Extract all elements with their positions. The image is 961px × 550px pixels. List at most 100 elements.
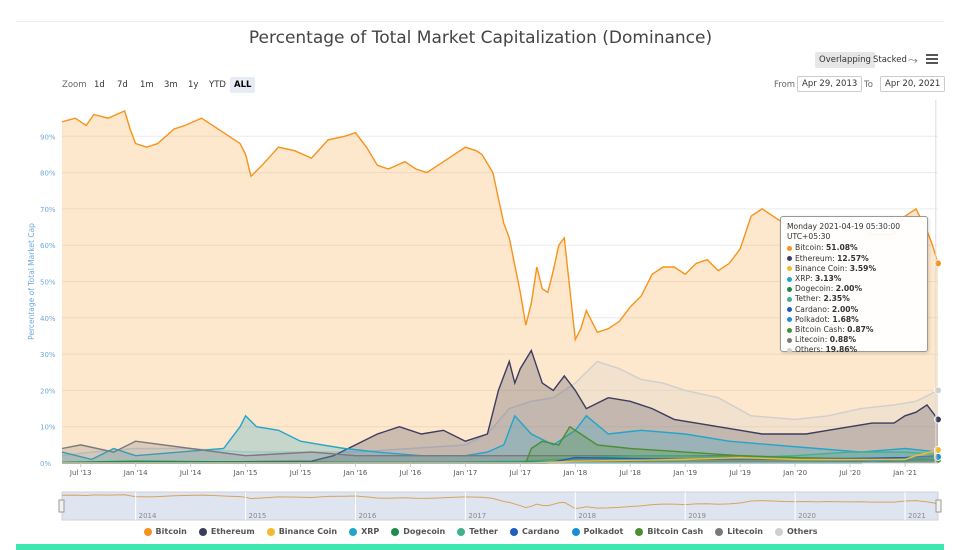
legend-label: XRP: [361, 527, 380, 536]
navigator-year-label: 2020: [798, 512, 816, 520]
y-tick-label: 0%: [40, 460, 51, 468]
hamburger-menu-icon[interactable]: [926, 54, 938, 64]
tooltip-series-name: Litecoin:: [795, 335, 830, 345]
from-label: From: [774, 80, 796, 90]
x-tick-label: Jan '17: [452, 469, 477, 477]
tooltip-row: Others: 19.86%: [787, 345, 921, 355]
series-dot-icon: [787, 337, 792, 343]
legend-item-dogecoin[interactable]: Dogecoin: [391, 527, 445, 536]
tooltip-row: Tether: 2.35%: [787, 294, 921, 304]
legend-item-polkadot[interactable]: Polkadot: [571, 527, 624, 536]
navigator-year-label: 2019: [688, 512, 706, 520]
top-divider: [16, 21, 944, 22]
tooltip-series-value: 12.57%: [837, 253, 869, 263]
collapse-icon[interactable]: ⤳: [908, 53, 918, 67]
tooltip-series-name: Bitcoin Cash:: [795, 325, 848, 335]
series-dot-icon: [787, 327, 792, 333]
litecoin-line: [61, 440, 939, 461]
series-dot-icon: [787, 286, 792, 292]
y-tick-label: 30%: [40, 351, 56, 359]
legend-label: Ethereum: [210, 527, 255, 536]
legend-item-litecoin[interactable]: Litecoin: [715, 527, 763, 536]
from-date-input[interactable]: Apr 29, 2013: [797, 76, 863, 92]
zoom-7d-button[interactable]: 7d: [117, 80, 128, 90]
legend-item-cardano[interactable]: Cardano: [509, 527, 560, 536]
x-tick-label: Jul '18: [618, 469, 641, 477]
to-date-input[interactable]: Apr 20, 2021: [880, 76, 946, 92]
series-dot-icon: [787, 307, 792, 313]
tooltip-series-name: Binance Coin:: [795, 263, 850, 273]
legend-swatch-icon: [143, 527, 152, 536]
y-tick-label: 70%: [40, 206, 56, 214]
legend-label: Polkadot: [583, 527, 624, 536]
tooltip-series-name: Ethereum:: [795, 253, 838, 263]
tooltip-row: Litecoin: 0.88%: [787, 335, 921, 345]
legend-item-ethereum[interactable]: Ethereum: [198, 527, 255, 536]
tooltip-series-name: Others:: [795, 345, 826, 355]
tooltip-series-value: 2.00%: [831, 304, 859, 314]
y-axis-title: Percentage of Total Market Cap: [27, 223, 36, 340]
x-tick-label: Jan '19: [672, 469, 697, 477]
zoom-1y-button[interactable]: 1y: [188, 80, 199, 90]
zoom-ytd-button[interactable]: YTD: [209, 80, 226, 90]
legend-label: Cardano: [521, 527, 560, 536]
legend-swatch-icon: [775, 527, 783, 536]
legend: Bitcoin Ethereum Binance Coin XRP Dogecoin Te…: [0, 527, 961, 536]
zoom-1d-button[interactable]: 1d: [94, 80, 105, 90]
legend-item-xrp[interactable]: XRP: [349, 527, 379, 536]
bitcoin-area: [62, 110, 938, 464]
others-line: [61, 360, 939, 457]
tooltip-series-name: Tether:: [795, 294, 824, 304]
x-tick-label: Jul '20: [838, 469, 861, 477]
legend-label: Tether: [469, 527, 498, 536]
x-tick-label: Jul '14: [179, 469, 202, 477]
tooltip-series-name: Dogecoin:: [795, 284, 836, 294]
others-area: [62, 361, 938, 463]
series-dot-icon: [787, 276, 792, 282]
tooltip-series-value: 3.59%: [849, 263, 877, 273]
tooltip-series-value: 2.00%: [835, 284, 863, 294]
y-tick-label: 80%: [40, 170, 56, 178]
series-dot-icon: [787, 347, 792, 353]
zoom-3m-button[interactable]: 3m: [164, 80, 178, 90]
legend-item-binance-coin[interactable]: Binance Coin: [266, 527, 337, 536]
y-tick-label: 90%: [40, 133, 56, 141]
legend-label: Others: [787, 527, 818, 536]
x-tick-label: Jul '13: [69, 469, 92, 477]
chart-title: Percentage of Total Market Capitalizatio…: [248, 28, 713, 48]
series-dot-icon: [787, 245, 792, 251]
legend-swatch-icon: [266, 527, 275, 536]
tooltip-row: Bitcoin Cash: 0.87%: [787, 325, 921, 335]
navigator-year-label: 2017: [468, 512, 486, 520]
stacked-button[interactable]: Stacked: [873, 55, 907, 65]
navigator-right-handle: [935, 499, 942, 513]
x-tick-label: Jan '20: [782, 469, 807, 477]
navigator-range: [61, 491, 939, 521]
bitcoin-cash-line: [62, 425, 939, 464]
legend-label: Litecoin: [727, 527, 763, 536]
legend-item-tether[interactable]: Tether: [457, 527, 498, 536]
series-dot-icon: [787, 296, 792, 302]
zoom-all-button[interactable]: ALL: [230, 77, 256, 93]
binance-coin-area: [62, 450, 938, 463]
tooltip-row: Bitcoin: 51.08%: [787, 243, 921, 253]
navigator-year-label: 2018: [578, 512, 596, 520]
tooltip-series-value: 1.68%: [832, 314, 859, 324]
tooltip-series-value: 19.86%: [825, 345, 858, 355]
x-tick-label: Jul '16: [399, 469, 422, 477]
tooltip-series-name: Cardano:: [795, 304, 832, 314]
legend-item-bitcoin-cash[interactable]: Bitcoin Cash: [635, 527, 703, 536]
xrp-line: [61, 414, 939, 461]
series-dot-icon: [787, 256, 792, 262]
cardano-area: [62, 455, 938, 463]
overlapping-button[interactable]: Overlapping: [815, 52, 875, 68]
legend-swatch-icon: [457, 527, 466, 536]
tooltip-series-name: Bitcoin:: [795, 243, 827, 253]
legend-item-others[interactable]: Others: [775, 527, 817, 536]
zoom-1m-button[interactable]: 1m: [140, 80, 154, 90]
legend-label: Bitcoin: [155, 527, 187, 536]
legend-item-bitcoin[interactable]: Bitcoin: [143, 527, 187, 536]
tooltip-series-value: 2.35%: [823, 294, 850, 304]
navigator-left-handle: [58, 499, 65, 513]
